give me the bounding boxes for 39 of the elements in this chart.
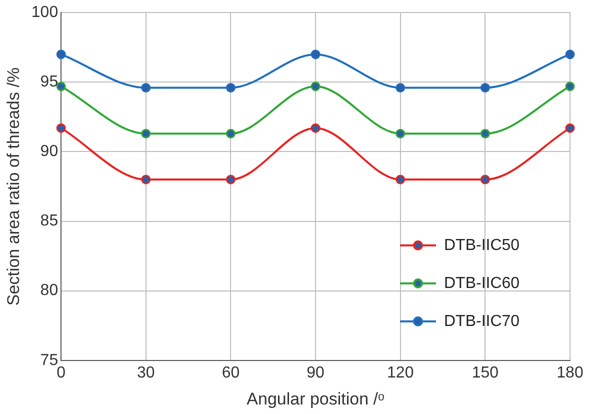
- point: [565, 123, 575, 133]
- point: [226, 128, 236, 138]
- point: [141, 174, 151, 184]
- point: [396, 174, 406, 184]
- x-tick-label: 120: [387, 364, 414, 382]
- x-tick-label: 0: [56, 364, 66, 382]
- point: [310, 50, 320, 60]
- point: [56, 123, 66, 133]
- legend-label: DTB-IIC70: [444, 312, 520, 330]
- point: [141, 82, 151, 92]
- point: [226, 174, 236, 184]
- x-tick-label: 30: [137, 364, 155, 382]
- point: [480, 82, 490, 92]
- point: [310, 82, 320, 92]
- y-axis-title: Section area ratio of threads /%: [4, 67, 23, 306]
- point: [226, 82, 236, 92]
- point: [565, 50, 575, 60]
- x-tick-label: 60: [222, 364, 240, 382]
- point: [396, 82, 406, 92]
- point: [480, 174, 490, 184]
- point: [565, 82, 575, 92]
- y-tick-label: 75: [40, 352, 58, 369]
- y-tick-label: 95: [40, 74, 58, 91]
- x-tick-label: 180: [556, 364, 584, 382]
- x-tick-label: 150: [472, 364, 499, 382]
- y-tick-label: 100: [31, 4, 58, 22]
- point: [480, 128, 490, 138]
- point: [396, 128, 406, 138]
- x-axis-title: Angular position /ᵒ: [246, 389, 384, 408]
- y-tick-label: 80: [40, 282, 58, 300]
- x-tick-label: 90: [306, 364, 325, 382]
- legend-label: DTB-IIC50: [444, 236, 520, 254]
- y-tick-label: 85: [40, 212, 58, 230]
- point: [141, 128, 151, 138]
- legend-label: DTB-IIC60: [444, 274, 520, 292]
- point: [56, 50, 66, 60]
- point: [56, 82, 66, 92]
- y-tick-label: 90: [40, 143, 58, 160]
- point: [310, 123, 320, 133]
